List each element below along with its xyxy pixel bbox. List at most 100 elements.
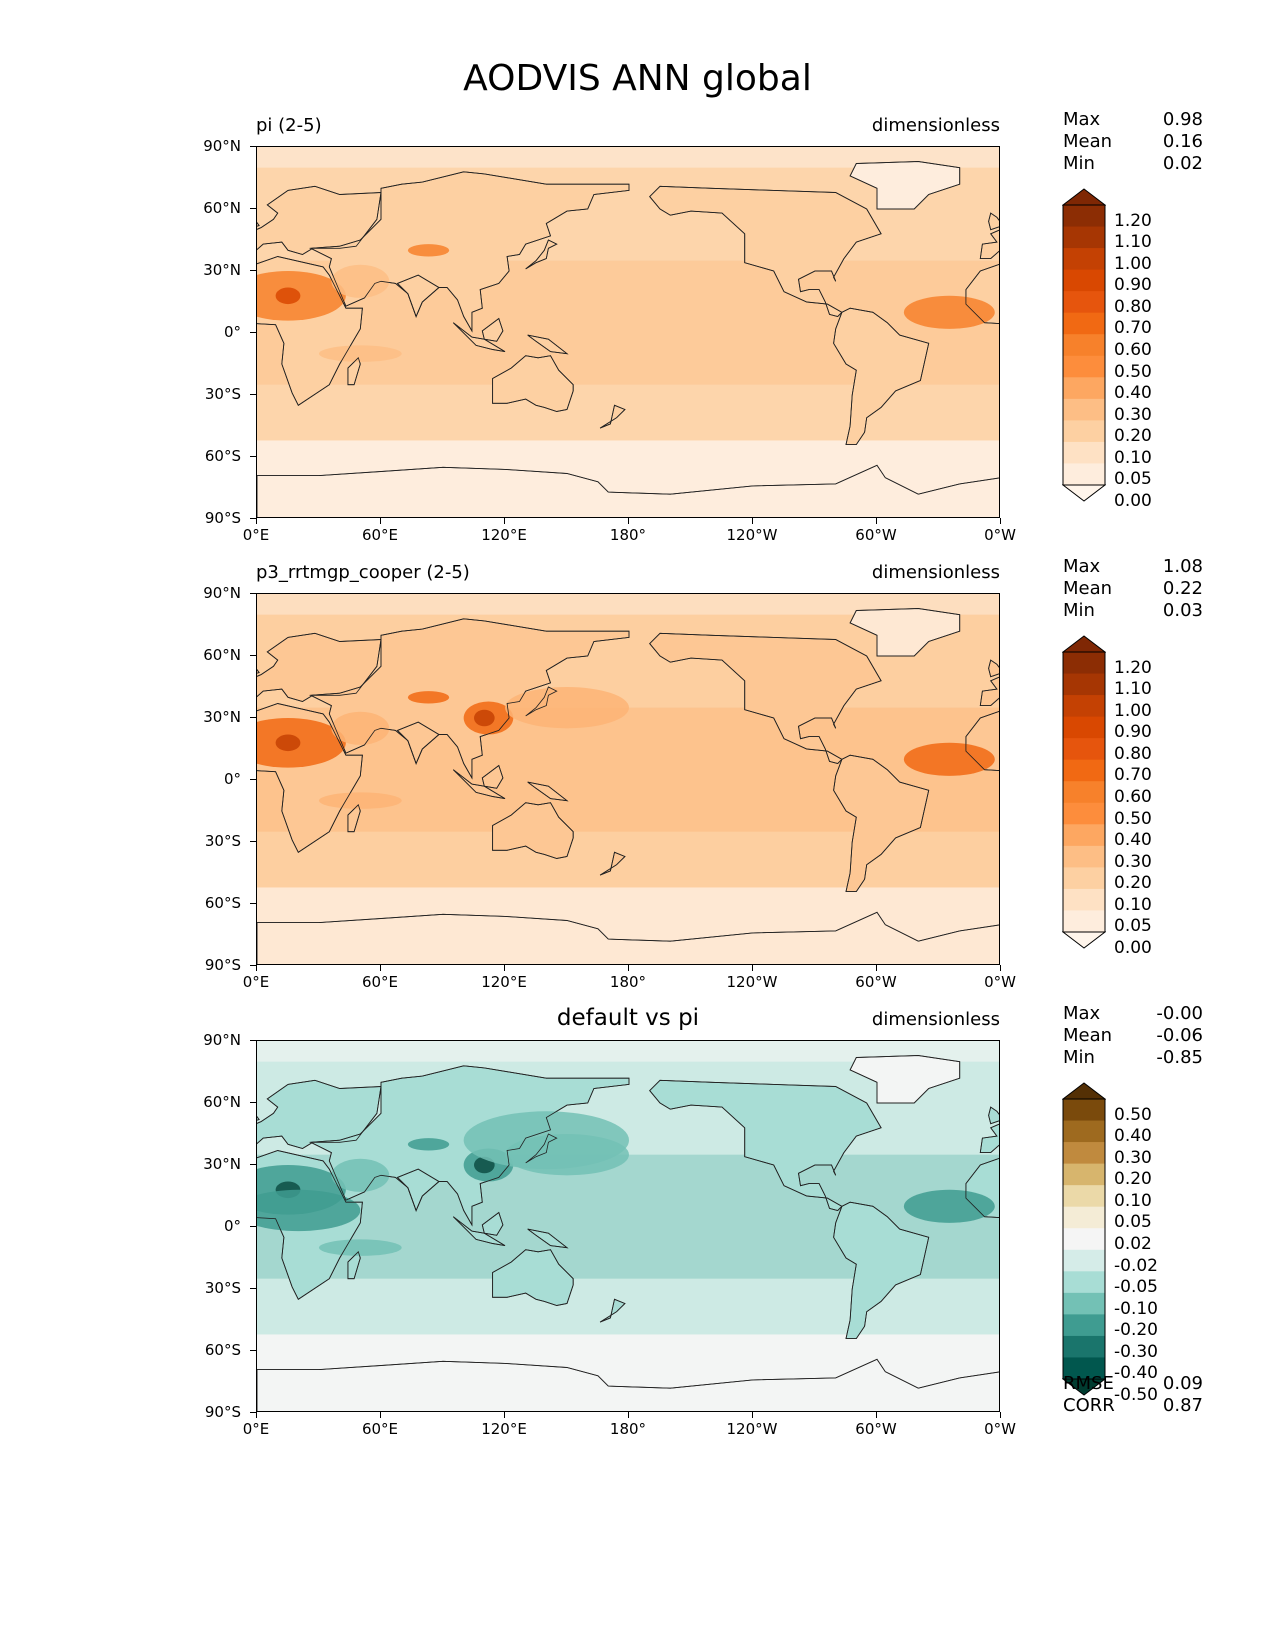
coastline-indonesia	[453, 769, 506, 799]
colorbar-segment	[1063, 716, 1105, 739]
stat-value: 0.09	[1162, 1373, 1203, 1394]
coastline-newguinea	[527, 1228, 569, 1249]
colorbar-tick-label: 0.02	[1114, 1234, 1152, 1254]
aerosol-region-atlantic-plume	[903, 742, 995, 776]
coastline-indonesia	[453, 1216, 506, 1246]
stat-value: -0.85	[1156, 1047, 1203, 1068]
coastline-europe-wrap	[979, 229, 999, 259]
colorbar-segment	[1063, 269, 1105, 292]
coastline-borneo	[481, 1211, 504, 1236]
coastline-madagascar	[347, 357, 361, 386]
colorbar-tick-label: 1.10	[1114, 232, 1152, 253]
latitude-tick	[250, 332, 256, 333]
aerosol-region-south-atlantic	[319, 1239, 402, 1256]
coastline-asia	[309, 1065, 630, 1227]
colorbar-segment	[1063, 1206, 1105, 1229]
latitude-tick-label: 0°	[223, 323, 241, 341]
colorbar-segment	[1063, 1249, 1105, 1272]
coastline-antarctica	[257, 911, 999, 964]
coastline-madagascar	[347, 804, 361, 833]
panel-units: dimensionless	[871, 115, 1000, 136]
longitude-tick	[380, 1412, 381, 1418]
coastline-india_sub	[396, 274, 440, 318]
colorbar-frame	[1062, 1098, 1106, 1380]
aerosol-region-south-atlantic	[319, 792, 402, 809]
longitude-tick	[504, 965, 505, 971]
coastline-asia	[309, 618, 630, 780]
colorbar-frame	[1062, 204, 1106, 486]
coastline-antarctica	[257, 1358, 999, 1411]
colorbar-tick-label: 0.40	[1114, 830, 1152, 851]
colorbar-extend-top	[1061, 188, 1107, 206]
colorbar-tick-label: 0.20	[1114, 1169, 1152, 1190]
stat-row: Max 1.08	[1063, 556, 1203, 578]
colorbar-segment	[1063, 888, 1105, 911]
coastline-samerica	[833, 754, 930, 893]
longitude-tick-label: 120°E	[481, 973, 527, 991]
longitude-tick	[256, 1412, 257, 1418]
longitude-tick	[1000, 1412, 1001, 1418]
latitude-tick	[250, 208, 256, 209]
colorbar-tick-label: 0.50	[1114, 361, 1152, 382]
colorbar-tick-label: -0.20	[1114, 1320, 1158, 1341]
coastline-greenland	[849, 161, 961, 210]
colorbar-segment	[1063, 1120, 1105, 1143]
colorbar-segment	[1063, 673, 1105, 696]
longitude-tick-label: 0°W	[984, 526, 1016, 544]
aerosol-region-atlantic-plume	[903, 295, 995, 329]
longitude-tick-label: 0°E	[242, 1420, 270, 1438]
longitude-tick-label: 60°W	[855, 973, 897, 991]
aerosol-region-arabia-dust	[331, 264, 390, 298]
colorbar-tick-label: 0.20	[1114, 426, 1152, 447]
coastline-namerica	[649, 185, 882, 317]
panel-units: dimensionless	[871, 562, 1000, 583]
colorbar-segment	[1063, 1099, 1105, 1122]
stat-value: 0.87	[1162, 1395, 1203, 1416]
colorbar-tick-label: 0.10	[1114, 447, 1152, 468]
coastline-africa	[257, 1150, 363, 1300]
coastline-borneo	[481, 317, 504, 342]
stat-row: Max -0.00	[1063, 1003, 1203, 1025]
colorbar-segment	[1063, 845, 1105, 868]
colorbar-tick-label: 0.30	[1114, 851, 1152, 872]
colorbar-segment	[1063, 463, 1105, 486]
coastline-antarctica	[257, 464, 999, 517]
stat-label: Min	[1063, 1047, 1095, 1068]
longitude-tick	[752, 518, 753, 524]
stat-label: Max	[1063, 556, 1101, 577]
latitude-tick	[250, 394, 256, 395]
aerosol-region-sahara-dust	[257, 718, 346, 768]
latitude-tick	[250, 1288, 256, 1289]
stat-label: Mean	[1063, 131, 1113, 152]
coastline-samerica	[833, 307, 930, 446]
longitude-tick	[504, 518, 505, 524]
latitude-tick-label: 30°N	[203, 1155, 241, 1173]
colorbar-segment	[1063, 398, 1105, 421]
colorbar-segment	[1063, 334, 1105, 357]
latitude-tick	[250, 1102, 256, 1103]
map-svg	[257, 1041, 999, 1411]
longitude-tick	[256, 965, 257, 971]
colorbar-tick-label: -0.50	[1114, 1384, 1158, 1405]
aerosol-region-taklamakan	[407, 244, 450, 257]
latitude-tick	[250, 1412, 256, 1413]
colorbar-tick-label: 0.60	[1114, 787, 1152, 807]
stat-row: Min -0.85	[1063, 1047, 1203, 1069]
colorbar-segment	[1063, 248, 1105, 271]
stat-value: 0.02	[1162, 153, 1203, 174]
coastline-borneo	[481, 764, 504, 789]
aerosol-region-sahel-diff	[257, 1189, 361, 1232]
latitude-tick	[250, 903, 256, 904]
coastline-europe-wrap	[979, 676, 999, 706]
colorbar-tick-label: 0.10	[1114, 1190, 1152, 1211]
longitude-tick	[504, 1412, 505, 1418]
latitude-tick-label: 0°	[223, 1217, 241, 1235]
longitude-tick	[876, 1412, 877, 1418]
coastline-samerica	[833, 1201, 930, 1340]
colorbar-extend-top	[1061, 1082, 1107, 1100]
coastline-newguinea	[527, 334, 569, 355]
stat-value: -0.06	[1156, 1025, 1203, 1046]
longitude-tick-label: 60°E	[361, 526, 399, 544]
latitude-tick	[250, 456, 256, 457]
longitude-tick-label: 120°E	[481, 1420, 527, 1438]
